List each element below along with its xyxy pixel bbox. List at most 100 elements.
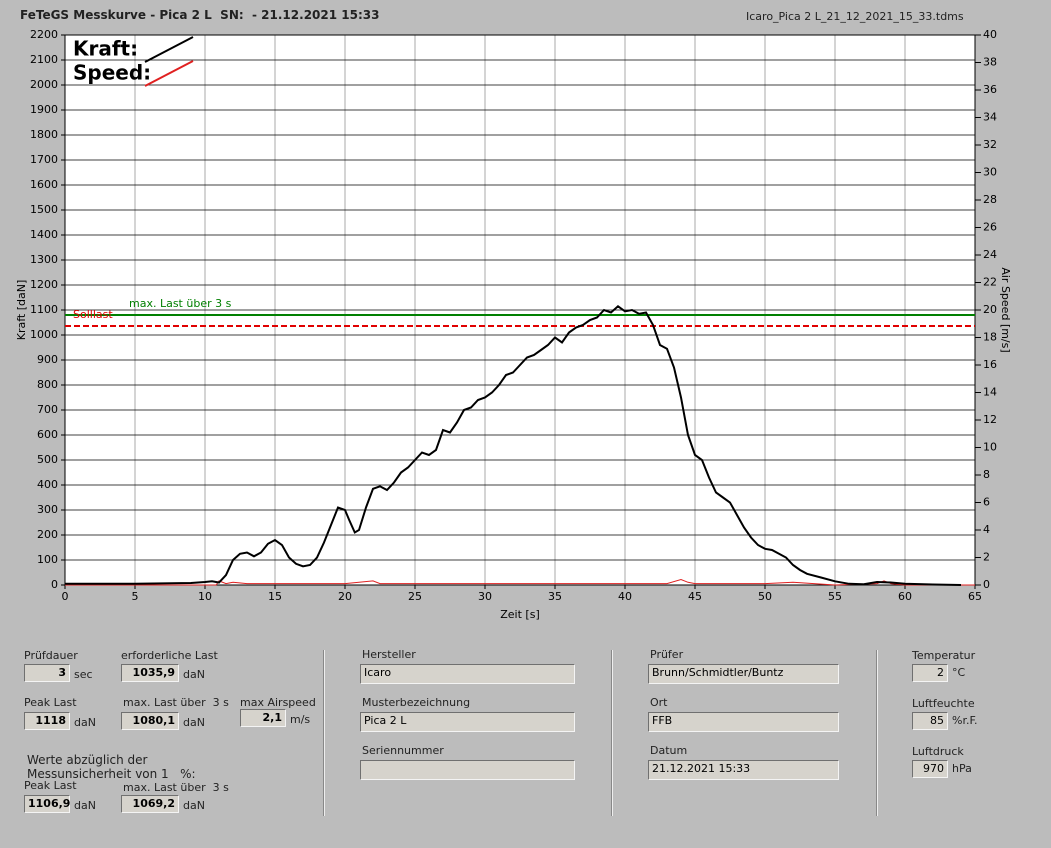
file-name: Icaro_Pica 2 L_21_12_2021_15_33.tdms: [746, 10, 964, 23]
field-label: Datum: [650, 744, 688, 757]
field-value: 2: [912, 664, 948, 682]
note: Messunsicherheit von 1 %:: [27, 767, 196, 781]
field-value: Pica 2 L: [360, 712, 575, 732]
x-tick-label: 20: [338, 590, 352, 603]
y2-tick-label: 12: [983, 413, 997, 426]
legend-label: Speed:: [73, 61, 151, 85]
x-tick-label: 55: [828, 590, 842, 603]
field-unit: daN: [183, 668, 205, 681]
y2-tick-label: 32: [983, 138, 997, 151]
field-value: 85: [912, 712, 948, 730]
field-unit: daN: [74, 716, 96, 729]
field-label: Luftfeuchte: [912, 697, 975, 710]
field-unit: sec: [74, 668, 93, 681]
field-label: Prüfdauer: [24, 649, 78, 662]
y-tick-label: 100: [37, 553, 58, 566]
y-tick-label: 1300: [30, 253, 58, 266]
plot-frame: [64, 34, 976, 586]
field-unit: %r.F.: [952, 714, 978, 727]
field-label: Seriennummer: [362, 744, 444, 757]
field-value: 3: [24, 664, 70, 682]
data-line: [65, 305, 962, 586]
y-tick-label: 2100: [30, 53, 58, 66]
x-tick-label: 10: [198, 590, 212, 603]
y2-tick-label: 18: [983, 331, 997, 344]
y-tick-label: 1700: [30, 153, 58, 166]
field-value: Brunn/Schmidtler/Buntz: [648, 664, 839, 684]
field-unit: hPa: [952, 762, 972, 775]
y2-tick-label: 22: [983, 276, 997, 289]
y2-tick-label: 16: [983, 358, 997, 371]
y-tick-label: 2000: [30, 78, 58, 91]
legend-label: Kraft:: [73, 37, 138, 61]
field-label: max Airspeed: [240, 696, 316, 709]
y-tick-label: 800: [37, 378, 58, 391]
field-label: max. Last über 3 s: [123, 781, 229, 794]
separator: [876, 650, 878, 816]
field-label: Luftdruck: [912, 745, 964, 758]
y2-tick-label: 6: [983, 496, 990, 509]
y-tick-label: 1400: [30, 228, 58, 241]
y2-tick-label: 2: [983, 551, 990, 564]
y-tick-label: 600: [37, 428, 58, 441]
field-value: 970: [912, 760, 948, 778]
y-tick-label: 1000: [30, 328, 58, 341]
y2-tick-label: 26: [983, 221, 997, 234]
y-tick-label: 900: [37, 353, 58, 366]
y2-tick-label: 8: [983, 468, 990, 481]
x-tick-label: 50: [758, 590, 772, 603]
field-value: 2,1: [240, 709, 286, 727]
y2-tick-label: 36: [983, 83, 997, 96]
y-tick-label: 400: [37, 478, 58, 491]
field-unit: m/s: [290, 713, 311, 726]
separator: [323, 650, 325, 816]
x-tick-label: 25: [408, 590, 422, 603]
y-tick-label: 1600: [30, 178, 58, 191]
field-label: Prüfer: [650, 648, 684, 661]
x-tick-label: 15: [268, 590, 282, 603]
y2-tick-label: 14: [983, 386, 997, 399]
field-value: 1080,1: [121, 712, 179, 730]
y2-tick-label: 34: [983, 111, 997, 124]
y-axis-label: Kraft [daN]: [15, 280, 28, 341]
field-unit: daN: [183, 716, 205, 729]
y-tick-label: 0: [51, 578, 58, 591]
y2-tick-label: 20: [983, 303, 997, 316]
field-label: Hersteller: [362, 648, 416, 661]
field-label: max. Last über 3 s: [123, 696, 229, 709]
field-value: [360, 760, 575, 780]
x-axis-label: Zeit [s]: [500, 608, 539, 621]
y2-tick-label: 30: [983, 166, 997, 179]
separator: [611, 650, 613, 816]
y2-tick-label: 0: [983, 578, 990, 591]
legend-swatch: [144, 36, 194, 63]
x-tick-label: 65: [968, 590, 982, 603]
x-tick-label: 5: [132, 590, 139, 603]
field-value: Icaro: [360, 664, 575, 684]
window-title: FeTeGS Messkurve - Pica 2 L SN: - 21.12.…: [20, 8, 380, 22]
field-value: 1069,2: [121, 795, 179, 813]
field-value: 21.12.2021 15:33: [648, 760, 839, 780]
reference-label: Solllast: [73, 308, 113, 321]
field-unit: daN: [183, 799, 205, 812]
x-tick-label: 60: [898, 590, 912, 603]
x-tick-label: 40: [618, 590, 632, 603]
x-tick-label: 30: [478, 590, 492, 603]
field-value: 1118: [24, 712, 70, 730]
note: Werte abzüglich der: [27, 753, 148, 767]
y-tick-label: 200: [37, 528, 58, 541]
y-tick-label: 300: [37, 503, 58, 516]
y-tick-label: 1200: [30, 278, 58, 291]
field-label: Ort: [650, 696, 668, 709]
y-tick-label: 500: [37, 453, 58, 466]
field-value: 1106,9: [24, 795, 70, 813]
y2-tick-label: 38: [983, 56, 997, 69]
y2-axis-label: Air Speed [m/s]: [999, 267, 1012, 352]
y2-tick-label: 24: [983, 248, 997, 261]
x-tick-label: 35: [548, 590, 562, 603]
reference-label: max. Last über 3 s: [129, 297, 232, 310]
field-unit: daN: [74, 799, 96, 812]
field-label: erforderliche Last: [121, 649, 218, 662]
y-tick-label: 1800: [30, 128, 58, 141]
